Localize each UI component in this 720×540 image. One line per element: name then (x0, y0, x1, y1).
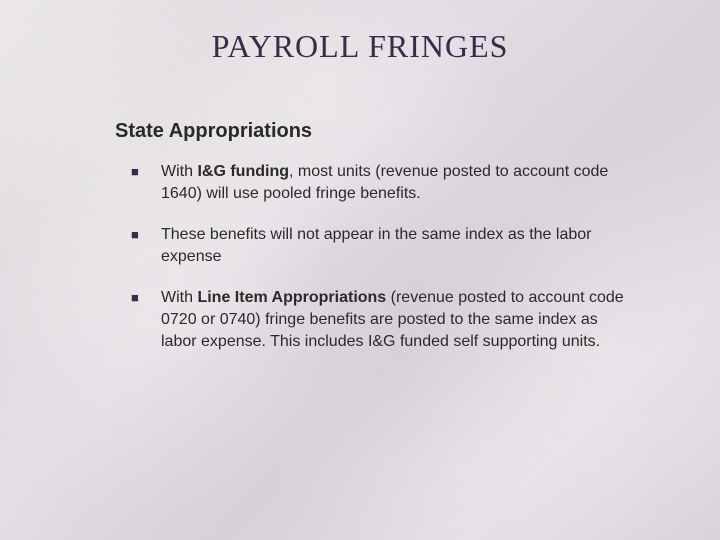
bullet-text: With I&G funding, most units (revenue po… (161, 163, 608, 202)
bullet-text: With Line Item Appropriations (revenue p… (161, 289, 624, 349)
square-bullet-icon: ■ (131, 289, 139, 307)
subheading: State Appropriations (115, 120, 625, 143)
bullet-text: These benefits will not appear in the sa… (161, 226, 591, 265)
square-bullet-icon: ■ (131, 226, 139, 244)
bullet-list: ■ With I&G funding, most units (revenue … (115, 161, 625, 352)
bullet-item: ■ These benefits will not appear in the … (131, 224, 625, 267)
slide-title: PAYROLL FRINGES (0, 28, 720, 65)
bullet-item: ■ With I&G funding, most units (revenue … (131, 161, 625, 204)
bullet-item: ■ With Line Item Appropriations (revenue… (131, 287, 625, 352)
slide-content: State Appropriations ■ With I&G funding,… (115, 120, 625, 372)
square-bullet-icon: ■ (131, 163, 139, 181)
